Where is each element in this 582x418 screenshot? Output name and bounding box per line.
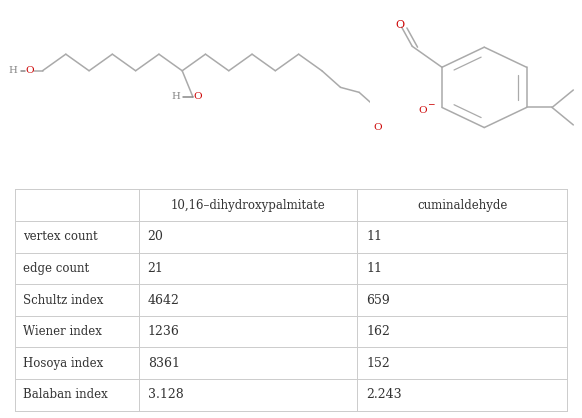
Text: Balaban index: Balaban index: [23, 388, 108, 401]
Text: 2.243: 2.243: [366, 388, 402, 401]
Text: 659: 659: [366, 293, 390, 306]
Text: 162: 162: [366, 325, 390, 338]
Text: edge count: edge count: [23, 262, 90, 275]
Text: O: O: [25, 66, 34, 75]
Text: 21: 21: [148, 262, 164, 275]
Text: Hosoya index: Hosoya index: [23, 357, 104, 370]
Text: O: O: [418, 106, 427, 115]
Text: 4642: 4642: [148, 293, 180, 306]
Text: 1236: 1236: [148, 325, 180, 338]
Text: 10,16–dihydroxypalmitate: 10,16–dihydroxypalmitate: [171, 199, 325, 212]
Text: −: −: [427, 99, 434, 108]
Text: O: O: [193, 92, 202, 102]
Text: cuminaldehyde: cuminaldehyde: [417, 199, 508, 212]
Text: O: O: [374, 123, 382, 133]
Text: 152: 152: [366, 357, 390, 370]
Text: Schultz index: Schultz index: [23, 293, 104, 306]
Text: 20: 20: [148, 230, 164, 243]
Text: 11: 11: [366, 230, 382, 243]
Text: 11: 11: [366, 262, 382, 275]
Text: O: O: [395, 20, 404, 31]
Text: 8361: 8361: [148, 357, 180, 370]
Text: vertex count: vertex count: [23, 230, 98, 243]
Text: Wiener index: Wiener index: [23, 325, 102, 338]
Text: H: H: [9, 66, 17, 75]
Text: 3.128: 3.128: [148, 388, 183, 401]
Text: H: H: [172, 92, 180, 102]
